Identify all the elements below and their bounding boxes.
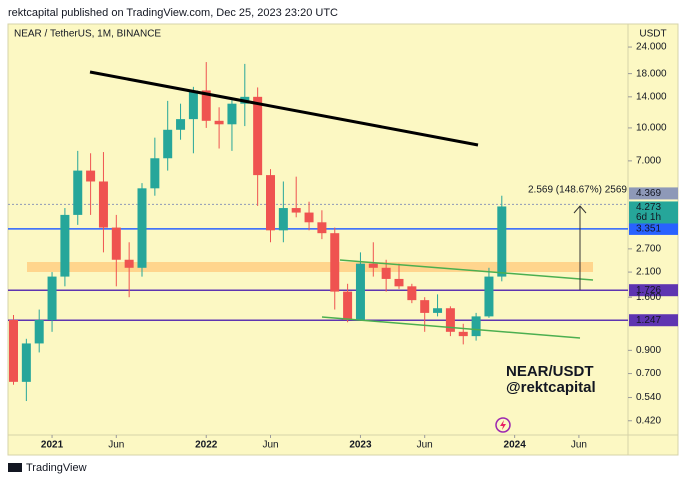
candle-body [330,233,340,292]
candle-body [34,320,44,344]
y-tick-label: 18.000 [636,68,667,79]
y-tick-label: 0.420 [636,415,661,426]
candle-body [163,129,173,159]
lightning-icon [495,417,511,433]
candle-body [484,276,494,317]
level-label-box [629,284,678,297]
y-tick-label: 0.540 [636,392,661,403]
level-label-box [629,222,678,235]
y-tick-label: 24.000 [636,42,667,53]
candle-body [266,175,275,231]
candle-body [497,206,507,277]
candle-body [291,208,301,213]
y-tick-label: 10.000 [636,123,667,134]
tv-logo [8,463,22,472]
candle-body [394,278,404,287]
candle-body [317,222,327,234]
candle-body [21,343,31,382]
level-label: 4.369 [636,188,661,199]
candle-body [433,308,443,313]
candle-body [227,103,237,125]
y-tick-label: 14.000 [636,91,667,102]
candle-body [471,316,481,337]
candle-body [111,227,121,260]
x-tick-label: 2021 [41,440,64,451]
y-tick-label: 2.100 [636,267,661,278]
y-tick-label: 1.600 [636,292,661,303]
y-tick-label: 7.000 [636,156,661,167]
level-label-box [629,314,678,327]
x-tick-label: Jun [108,440,124,451]
publish-info: rektcapital published on TradingView.com… [8,7,338,19]
last-price-label: 4.273 [636,202,661,213]
lightning-bolt [500,420,506,430]
candle-body [355,263,365,321]
candle-body [188,90,198,120]
candle-body [150,158,160,189]
candle-body [214,120,224,125]
x-tick-label: 2022 [195,440,218,451]
level-label: 1.247 [636,315,661,326]
candle-body [278,208,288,231]
candle-body [60,214,70,277]
currency-label: USDT [639,29,666,40]
candle-body [47,276,57,321]
footer-brand: TradingView [26,462,87,474]
symbol-info: NEAR / TetherUS, 1M, BINANCE [14,29,161,40]
y-tick-label: 0.900 [636,345,661,356]
y-tick-label: 0.700 [636,368,661,379]
candle-body [98,181,108,228]
support-zone [27,262,593,272]
x-tick-label: 2023 [349,440,372,451]
channel-top [339,259,594,281]
candle-body [253,96,263,176]
x-tick-label: Jun [262,440,278,451]
measure-label: 2.569 (148.67%) 2569 [528,185,627,196]
level-label: 1.726 [636,285,661,296]
x-tick-label: Jun [417,440,433,451]
measure-arrow [573,205,587,214]
candle-body [86,170,96,182]
annotation: @rektcapital [506,379,596,396]
candle-body [73,170,83,215]
candle-body [343,291,353,321]
y-tick-label: 2.700 [636,244,661,255]
candle-body [201,90,211,121]
candle-body [304,212,314,223]
candle-body [9,320,18,382]
candle-body [445,308,455,332]
level-label-box [629,187,678,200]
candle-body [407,286,417,301]
candle-body [176,119,186,130]
candle-body [137,188,147,268]
last-price-box [629,201,678,224]
candle-body [368,263,378,268]
x-tick-label: Jun [571,440,587,451]
resistance-trendline [89,70,479,147]
level-label: 3.351 [636,224,661,235]
candle-body [381,267,391,279]
annotation: NEAR/USDT [506,363,594,380]
candle-body [458,331,468,337]
x-tick-label: 2024 [504,440,527,451]
countdown-label: 6d 1h [636,212,661,223]
candle-body [420,300,430,313]
candle-body [124,259,134,268]
channel-bottom [321,316,581,339]
